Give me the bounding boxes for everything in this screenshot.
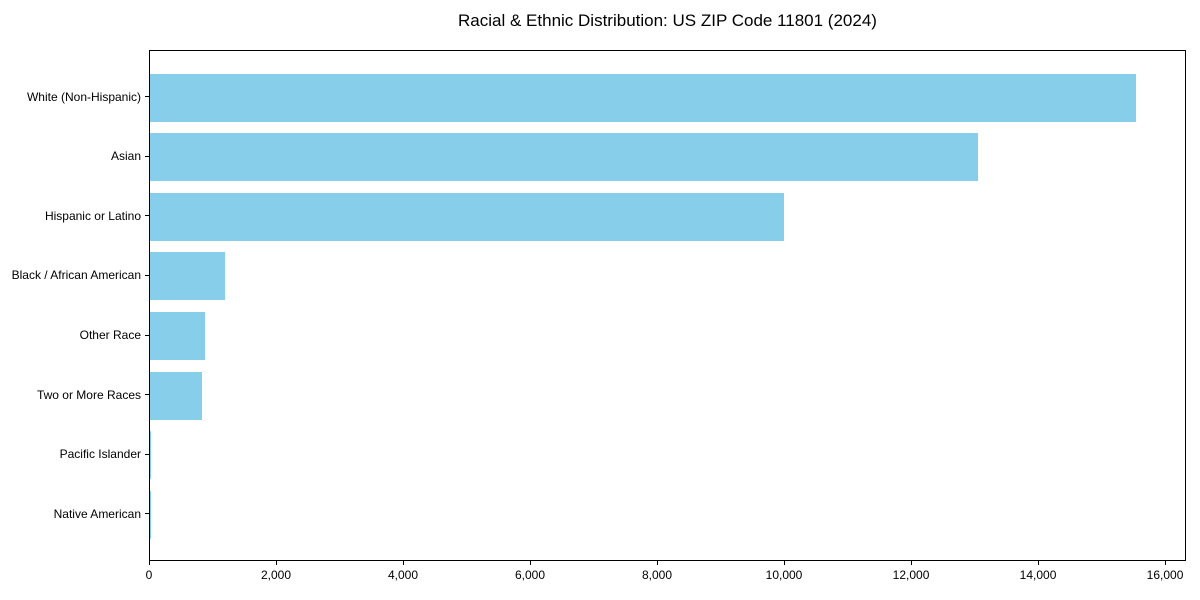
y-tick-mark bbox=[145, 453, 149, 455]
y-tick-mark bbox=[145, 96, 149, 97]
x-tick-mark bbox=[275, 561, 277, 565]
chart-title: Racial & Ethnic Distribution: US ZIP Cod… bbox=[458, 11, 877, 30]
y-label-hispanic-or-latino: Hispanic or Latino bbox=[44, 208, 141, 223]
y-tick-mark bbox=[145, 394, 149, 396]
x-tick-mark bbox=[910, 561, 912, 565]
bar-hispanic-or-latino bbox=[150, 192, 784, 241]
y-tick-mark bbox=[145, 513, 149, 515]
y-tick-mark bbox=[145, 334, 149, 336]
x-tick-mark bbox=[1164, 561, 1166, 565]
y-label-native-american: Native American bbox=[53, 506, 141, 521]
plot-area bbox=[149, 50, 1186, 561]
y-label-other-race: Other Race bbox=[79, 328, 141, 343]
x-tick-label-14-000: 14,000 bbox=[1019, 568, 1057, 582]
bar-other-race bbox=[150, 312, 206, 361]
x-tick-label-12-000: 12,000 bbox=[892, 568, 930, 582]
x-tick-label-8-000: 8,000 bbox=[642, 568, 673, 582]
x-tick-label-16-000: 16,000 bbox=[1146, 568, 1184, 582]
x-tick-mark bbox=[1037, 561, 1039, 565]
x-tick-mark bbox=[529, 561, 531, 565]
bar-black-african-american bbox=[150, 252, 225, 301]
bar-asian bbox=[150, 133, 979, 182]
y-label-black-african-american: Black / African American bbox=[11, 268, 141, 283]
y-tick-mark bbox=[145, 274, 149, 276]
x-tick-label-6-000: 6,000 bbox=[515, 568, 546, 582]
x-tick-mark bbox=[783, 561, 785, 565]
y-label-two-or-more-races: Two or More Races bbox=[36, 387, 141, 402]
y-label-white-non-hispanic: White (Non-Hispanic) bbox=[26, 89, 141, 104]
y-label-pacific-islander: Pacific Islander bbox=[59, 447, 141, 462]
x-tick-mark bbox=[402, 561, 404, 565]
y-label-asian: Asian bbox=[110, 149, 141, 164]
bar-pacific-islander bbox=[150, 431, 152, 480]
y-tick-mark bbox=[145, 155, 149, 157]
bar-white-non-hispanic bbox=[150, 73, 1136, 122]
y-tick-mark bbox=[145, 215, 149, 217]
x-tick-label-10-000: 10,000 bbox=[765, 568, 803, 582]
x-tick-mark bbox=[656, 561, 658, 565]
x-tick-label-0: 0 bbox=[145, 568, 153, 582]
x-tick-mark bbox=[148, 561, 150, 565]
x-tick-label-2-000: 2,000 bbox=[260, 568, 292, 582]
x-tick-label-4-000: 4,000 bbox=[387, 568, 419, 582]
bar-two-or-more-races bbox=[150, 371, 202, 420]
bar-native-american bbox=[150, 490, 151, 539]
